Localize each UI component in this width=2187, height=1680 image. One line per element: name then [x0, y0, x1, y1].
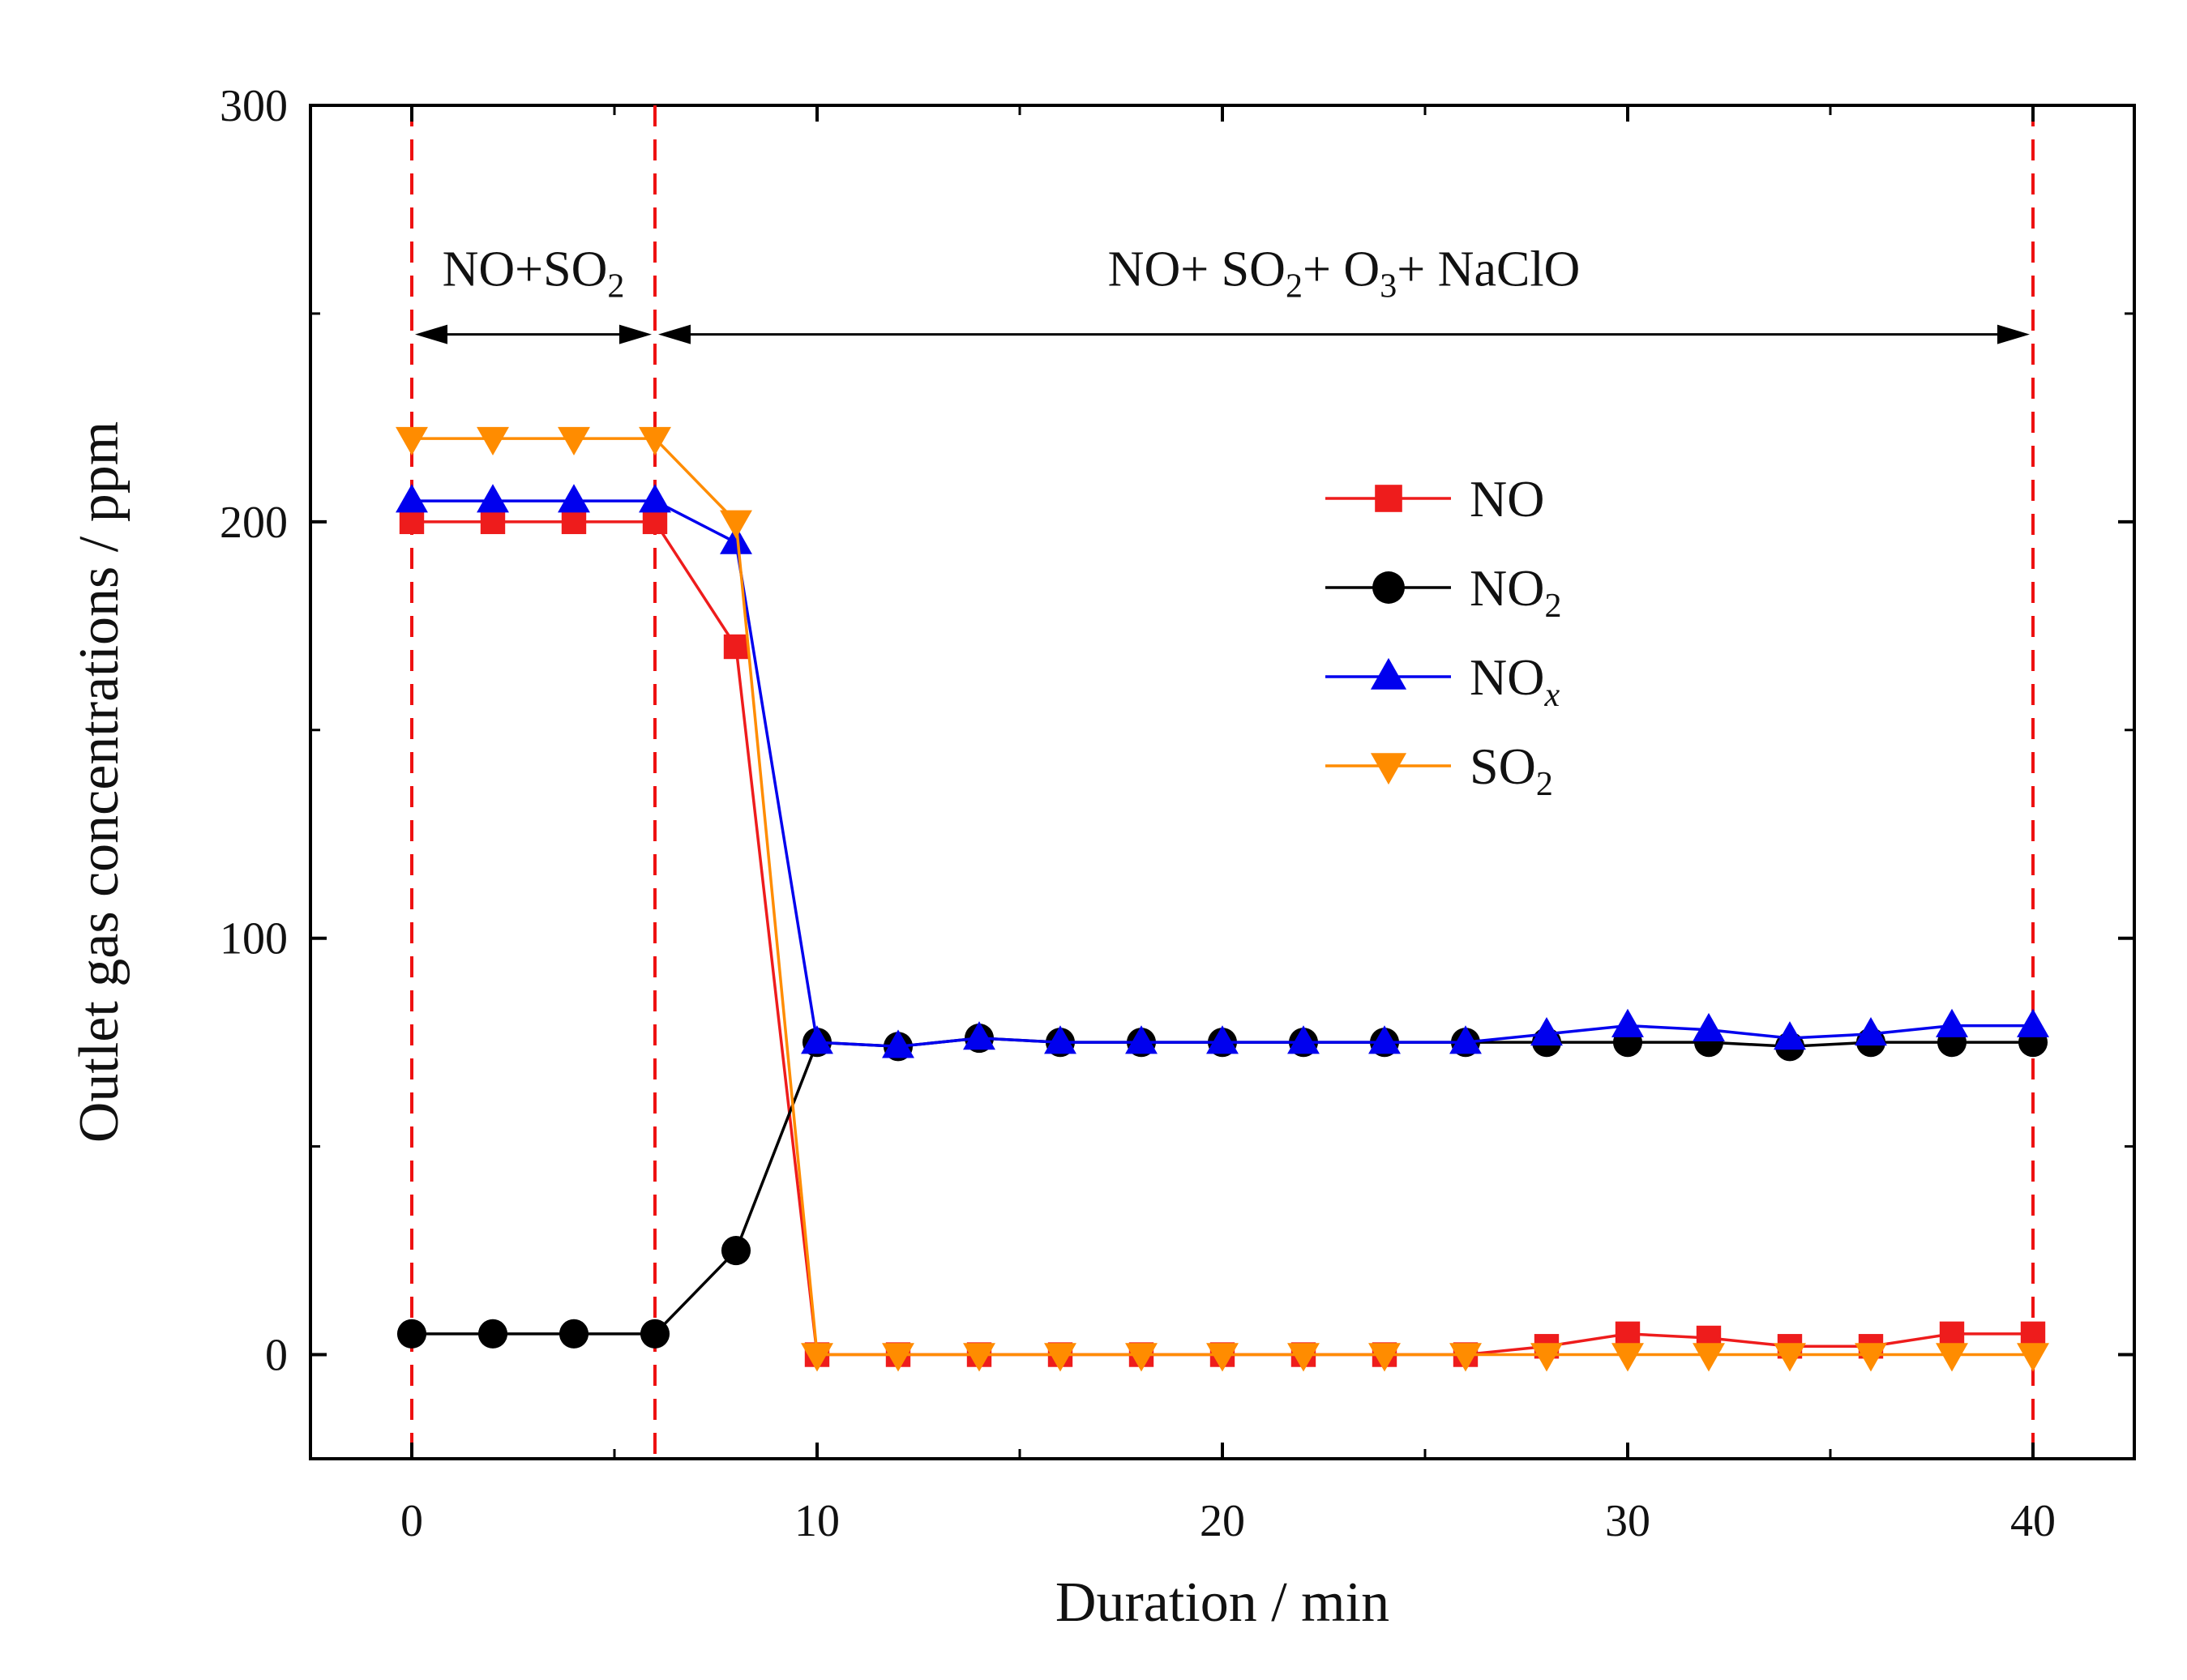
legend-marker — [1372, 571, 1405, 604]
data-point-no — [2020, 1321, 2046, 1347]
data-point-nox — [882, 1029, 914, 1058]
data-point-nox — [1693, 1012, 1725, 1041]
x-axis-title: Duration / min — [1055, 1571, 1389, 1634]
data-point-so2 — [1044, 1343, 1076, 1372]
legend-entry-no2: NO2 — [1325, 559, 1561, 625]
data-point-nox — [477, 484, 509, 513]
x-tick-label: 30 — [1605, 1496, 1650, 1546]
legend-marker — [1370, 753, 1407, 785]
arrow-head-right-phase2 — [1997, 324, 2030, 344]
x-tick-label: 10 — [794, 1496, 840, 1546]
data-point-so2 — [1611, 1343, 1644, 1372]
data-point-so2 — [801, 1343, 833, 1372]
data-point-nox — [1855, 1016, 1887, 1046]
data-point-so2 — [1125, 1343, 1158, 1372]
data-point-no — [723, 634, 749, 660]
data-point-no2 — [477, 1319, 508, 1349]
data-point-no2 — [640, 1319, 670, 1349]
legend-marker — [1375, 485, 1402, 512]
annotation-label-phase1: NO+SO2 — [443, 242, 625, 306]
legend-entry-nox: NOx — [1325, 648, 1560, 714]
data-point-nox — [1774, 1021, 1806, 1050]
data-point-nox — [801, 1025, 833, 1054]
arrow-head-left-phase1 — [415, 324, 447, 344]
arrow-head-right-phase1 — [619, 324, 652, 344]
data-point-nox — [720, 525, 752, 554]
data-point-so2 — [963, 1343, 995, 1372]
series-nox — [396, 484, 2049, 1058]
data-point-nox — [1125, 1025, 1158, 1054]
data-point-nox — [558, 484, 590, 513]
legend-label: NO — [1470, 470, 1544, 528]
data-point-no — [399, 509, 425, 535]
x-tick-label: 0 — [400, 1496, 423, 1546]
data-point-nox — [1287, 1025, 1320, 1054]
y-axis-title: Outlet gas concentrations / ppm — [68, 421, 131, 1143]
data-point-nox — [1206, 1025, 1239, 1054]
legend-label: NOx — [1470, 648, 1560, 714]
data-point-no — [480, 509, 506, 535]
data-point-no — [1615, 1321, 1641, 1347]
data-point-no — [1939, 1321, 1965, 1347]
data-point-nox — [963, 1021, 995, 1050]
legend-label: SO2 — [1470, 737, 1553, 803]
y-tick-label: 200 — [220, 498, 288, 548]
data-point-so2 — [1368, 1343, 1401, 1372]
data-point-so2 — [1855, 1343, 1887, 1372]
data-point-nox — [396, 484, 428, 513]
phase-annotations: NO+SO2 NO+ SO2+ O3+ NaClO — [415, 242, 2030, 344]
data-point-nox — [639, 484, 671, 513]
x-tick-label: 40 — [2010, 1496, 2056, 1546]
data-point-nox — [1044, 1025, 1076, 1054]
y-tick-label: 300 — [220, 81, 288, 131]
x-tick-label: 20 — [1200, 1496, 1245, 1546]
data-point-nox — [1530, 1016, 1563, 1046]
data-point-so2 — [396, 426, 428, 455]
data-point-no — [561, 509, 587, 535]
arrow-head-left-phase2 — [658, 324, 691, 344]
series-layer — [396, 426, 2049, 1372]
data-point-so2 — [1287, 1343, 1320, 1372]
data-point-nox — [1936, 1008, 1968, 1037]
data-point-no2 — [559, 1319, 589, 1349]
data-point-no — [642, 509, 668, 535]
y-tick-label: 100 — [220, 914, 288, 964]
data-point-nox — [1449, 1025, 1482, 1054]
legend: NO NO2 NOx SO2 — [1325, 470, 1561, 803]
data-point-so2 — [639, 426, 671, 455]
legend-entry-no: NO — [1325, 470, 1544, 528]
axes: 0 10 20 30 40 0 100 200 300 Duration / min Outlet … — [68, 81, 2134, 1634]
annotation-label-phase2: NO+ SO2+ O3+ NaClO — [1108, 242, 1581, 306]
data-point-so2 — [2017, 1343, 2049, 1372]
data-point-so2 — [1774, 1343, 1806, 1372]
data-point-so2 — [1206, 1343, 1239, 1372]
legend-marker — [1370, 657, 1407, 690]
phase-dividers — [410, 105, 2035, 1459]
data-point-nox — [1611, 1008, 1644, 1037]
data-point-so2 — [558, 426, 590, 455]
data-point-so2 — [1693, 1343, 1725, 1372]
data-point-so2 — [477, 426, 509, 455]
legend-label: NO2 — [1470, 559, 1561, 625]
data-point-nox — [2017, 1008, 2049, 1037]
legend-entry-so2: SO2 — [1325, 737, 1553, 803]
data-point-so2 — [1449, 1343, 1482, 1372]
data-point-so2 — [720, 510, 752, 539]
data-point-no2 — [396, 1319, 427, 1349]
data-point-so2 — [882, 1343, 914, 1372]
data-point-so2 — [1936, 1343, 1968, 1372]
y-tick-label: 0 — [265, 1331, 288, 1381]
data-point-so2 — [1530, 1343, 1563, 1372]
series-so2 — [396, 426, 2049, 1372]
data-point-no2 — [721, 1236, 751, 1266]
data-point-nox — [1368, 1025, 1401, 1054]
